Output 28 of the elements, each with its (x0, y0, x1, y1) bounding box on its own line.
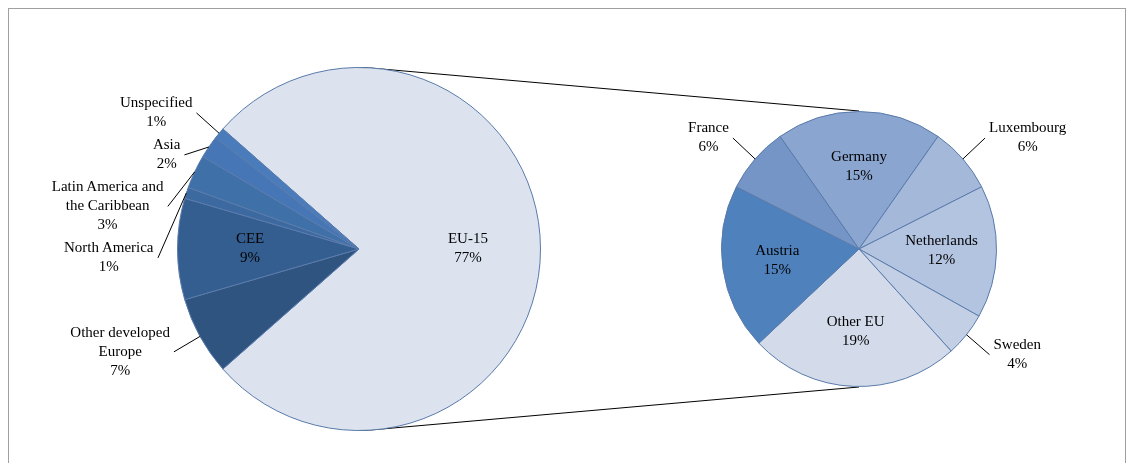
data-label: 12% (927, 251, 956, 268)
slice-label: Luxembourg (989, 119, 1067, 136)
slice-label: EU-15 (447, 230, 488, 247)
data-label: 6% (1017, 138, 1038, 155)
slice-label: North America (63, 239, 154, 256)
data-label: 4% (1007, 355, 1028, 372)
slice-label: Sweden (993, 336, 1042, 353)
data-label: 9% (240, 249, 261, 266)
slice-label: Other EU (826, 312, 885, 329)
data-label: 77% (454, 249, 482, 266)
data-label: 19% (841, 331, 870, 348)
data-label: 1% (146, 113, 167, 130)
slice-label: Germany (831, 147, 888, 164)
slice-label: Latin America and the Caribbean (51, 178, 164, 214)
data-label: 7% (110, 361, 131, 378)
slice-label: Unspecified (120, 94, 193, 111)
data-label: 15% (763, 261, 792, 278)
data-label: 6% (698, 138, 719, 155)
slice-label: Other developed Europe (70, 323, 171, 359)
slice-label: Asia (152, 136, 181, 153)
data-label: 1% (98, 258, 119, 275)
data-label: 2% (156, 155, 177, 172)
slice-label: Netherlands (905, 232, 978, 249)
slice-label: CEE (235, 230, 265, 247)
slice-label: Austria (755, 242, 800, 259)
data-label: 3% (97, 216, 118, 233)
slice-label: France (688, 119, 730, 136)
data-label: 15% (845, 166, 873, 183)
